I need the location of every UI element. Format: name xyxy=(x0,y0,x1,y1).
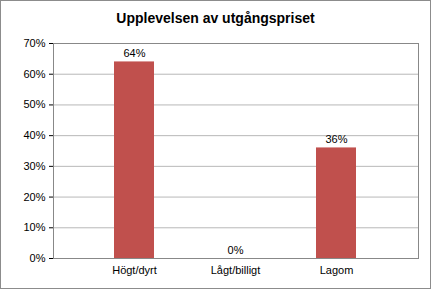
svg-text:60%: 60% xyxy=(23,68,45,80)
svg-text:70%: 70% xyxy=(23,37,45,49)
svg-text:50%: 50% xyxy=(23,98,45,110)
svg-text:Högt/dyrt: Högt/dyrt xyxy=(112,264,157,276)
svg-text:40%: 40% xyxy=(23,129,45,141)
svg-text:Lagom: Lagom xyxy=(320,264,354,276)
svg-text:36%: 36% xyxy=(325,133,347,145)
html-text:Upplevelsen av utgångspriset: Upplevelsen av utgångspriset xyxy=(116,10,315,26)
svg-text:30%: 30% xyxy=(23,160,45,172)
svg-text:0%: 0% xyxy=(30,252,46,264)
svg-text:64%: 64% xyxy=(123,47,145,59)
svg-text:20%: 20% xyxy=(23,191,45,203)
svg-text:Lågt/billigt: Lågt/billigt xyxy=(211,264,261,276)
svg-text:0%: 0% xyxy=(228,244,244,256)
svg-text:10%: 10% xyxy=(23,221,45,233)
